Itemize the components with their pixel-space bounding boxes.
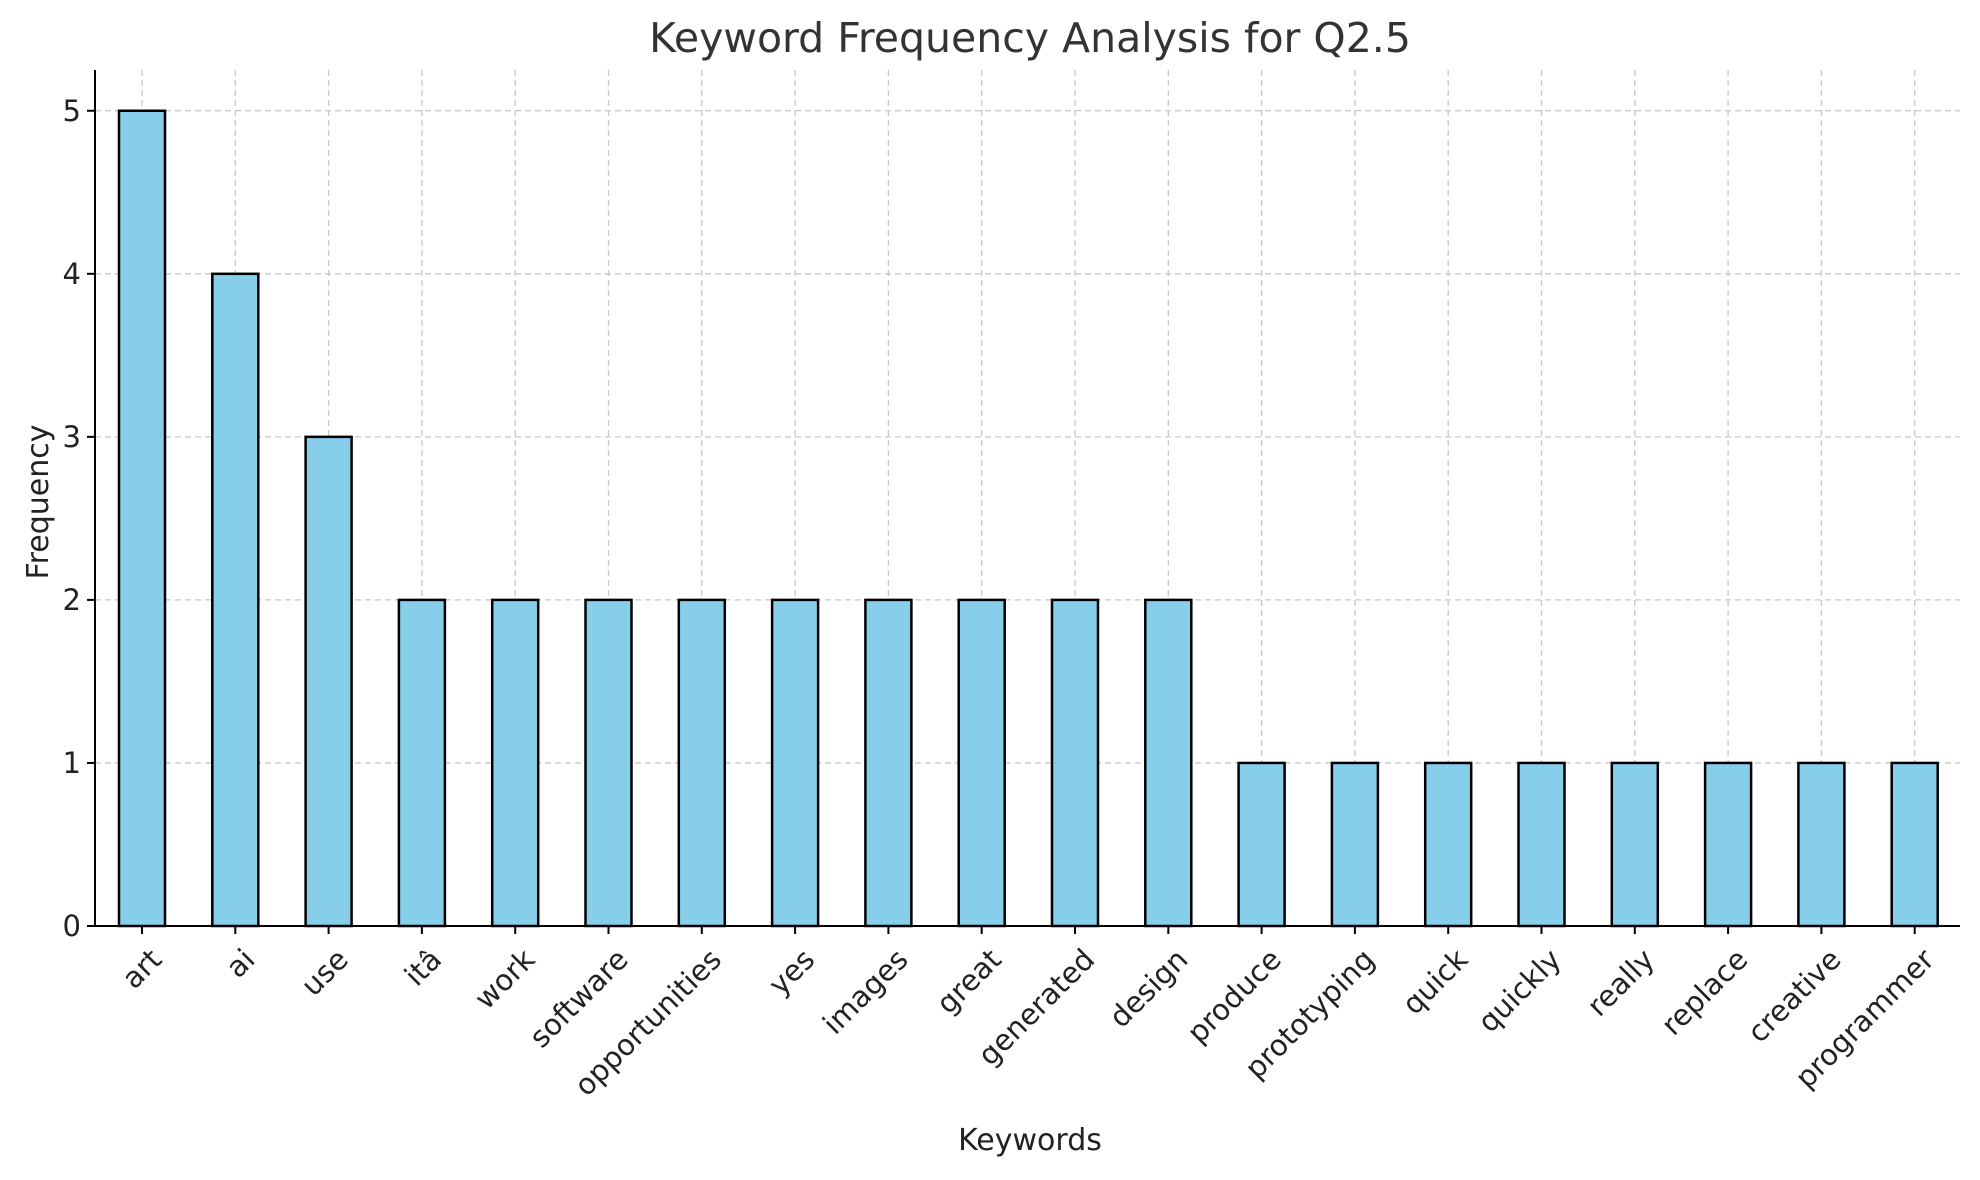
bar-software: [584, 598, 633, 928]
x-tick-label-great: great: [930, 942, 1008, 1020]
chart-title: Keyword Frequency Analysis for Q2.5: [649, 14, 1411, 62]
y-tick-label-1: 1: [63, 746, 81, 780]
bar-quick: [1423, 761, 1473, 928]
grid: [95, 70, 1960, 927]
bar-creative: [1797, 761, 1846, 928]
bar-use: [304, 435, 353, 928]
x-tick-label-quick: quick: [1396, 942, 1475, 1021]
bar-generated: [1050, 598, 1100, 928]
y-tick-label-3: 3: [63, 420, 81, 454]
x-tick-label-replace: replace: [1655, 942, 1755, 1042]
y-tick-label-5: 5: [63, 94, 81, 128]
bar-itâ: [397, 598, 447, 928]
y-tick-label-4: 4: [63, 257, 81, 291]
bars: [117, 109, 1939, 928]
bar-really: [1610, 761, 1660, 928]
x-tick-label-ai: ai: [219, 942, 261, 984]
x-tick-label-quickly: quickly: [1471, 942, 1568, 1039]
x-tick-label-work: work: [468, 942, 542, 1016]
bar-yes: [770, 598, 820, 928]
y-tick-label-0: 0: [63, 909, 81, 943]
bar-opportunities: [677, 598, 727, 928]
bar-art: [117, 109, 167, 928]
bar-programmer: [1890, 761, 1939, 928]
x-axis-label: Keywords: [958, 1123, 1102, 1158]
x-tick-label-use: use: [294, 942, 354, 1002]
x-tick-label-yes: yes: [762, 942, 821, 1001]
y-tick-label-2: 2: [63, 583, 81, 617]
bar-produce: [1237, 761, 1286, 928]
bar-great: [957, 598, 1006, 928]
bar-ai: [211, 272, 260, 928]
y-ticks: 0 1 2 3 4 5: [63, 94, 95, 943]
bar-quickly: [1517, 761, 1566, 928]
x-tick-label-art: art: [115, 942, 168, 995]
bar-prototyping: [1330, 761, 1380, 928]
x-tick-label-images: images: [816, 942, 915, 1041]
axes: [94, 70, 1960, 927]
bar-work: [490, 598, 540, 928]
bar-replace: [1703, 761, 1753, 928]
y-axis-label: Frequency: [21, 425, 56, 580]
bar-design: [1144, 598, 1193, 928]
x-tick-label-really: really: [1580, 942, 1661, 1023]
x-tick-label-design: design: [1102, 942, 1194, 1034]
x-tick-label-itâ: itâ: [398, 942, 448, 992]
bar-images: [864, 598, 913, 928]
